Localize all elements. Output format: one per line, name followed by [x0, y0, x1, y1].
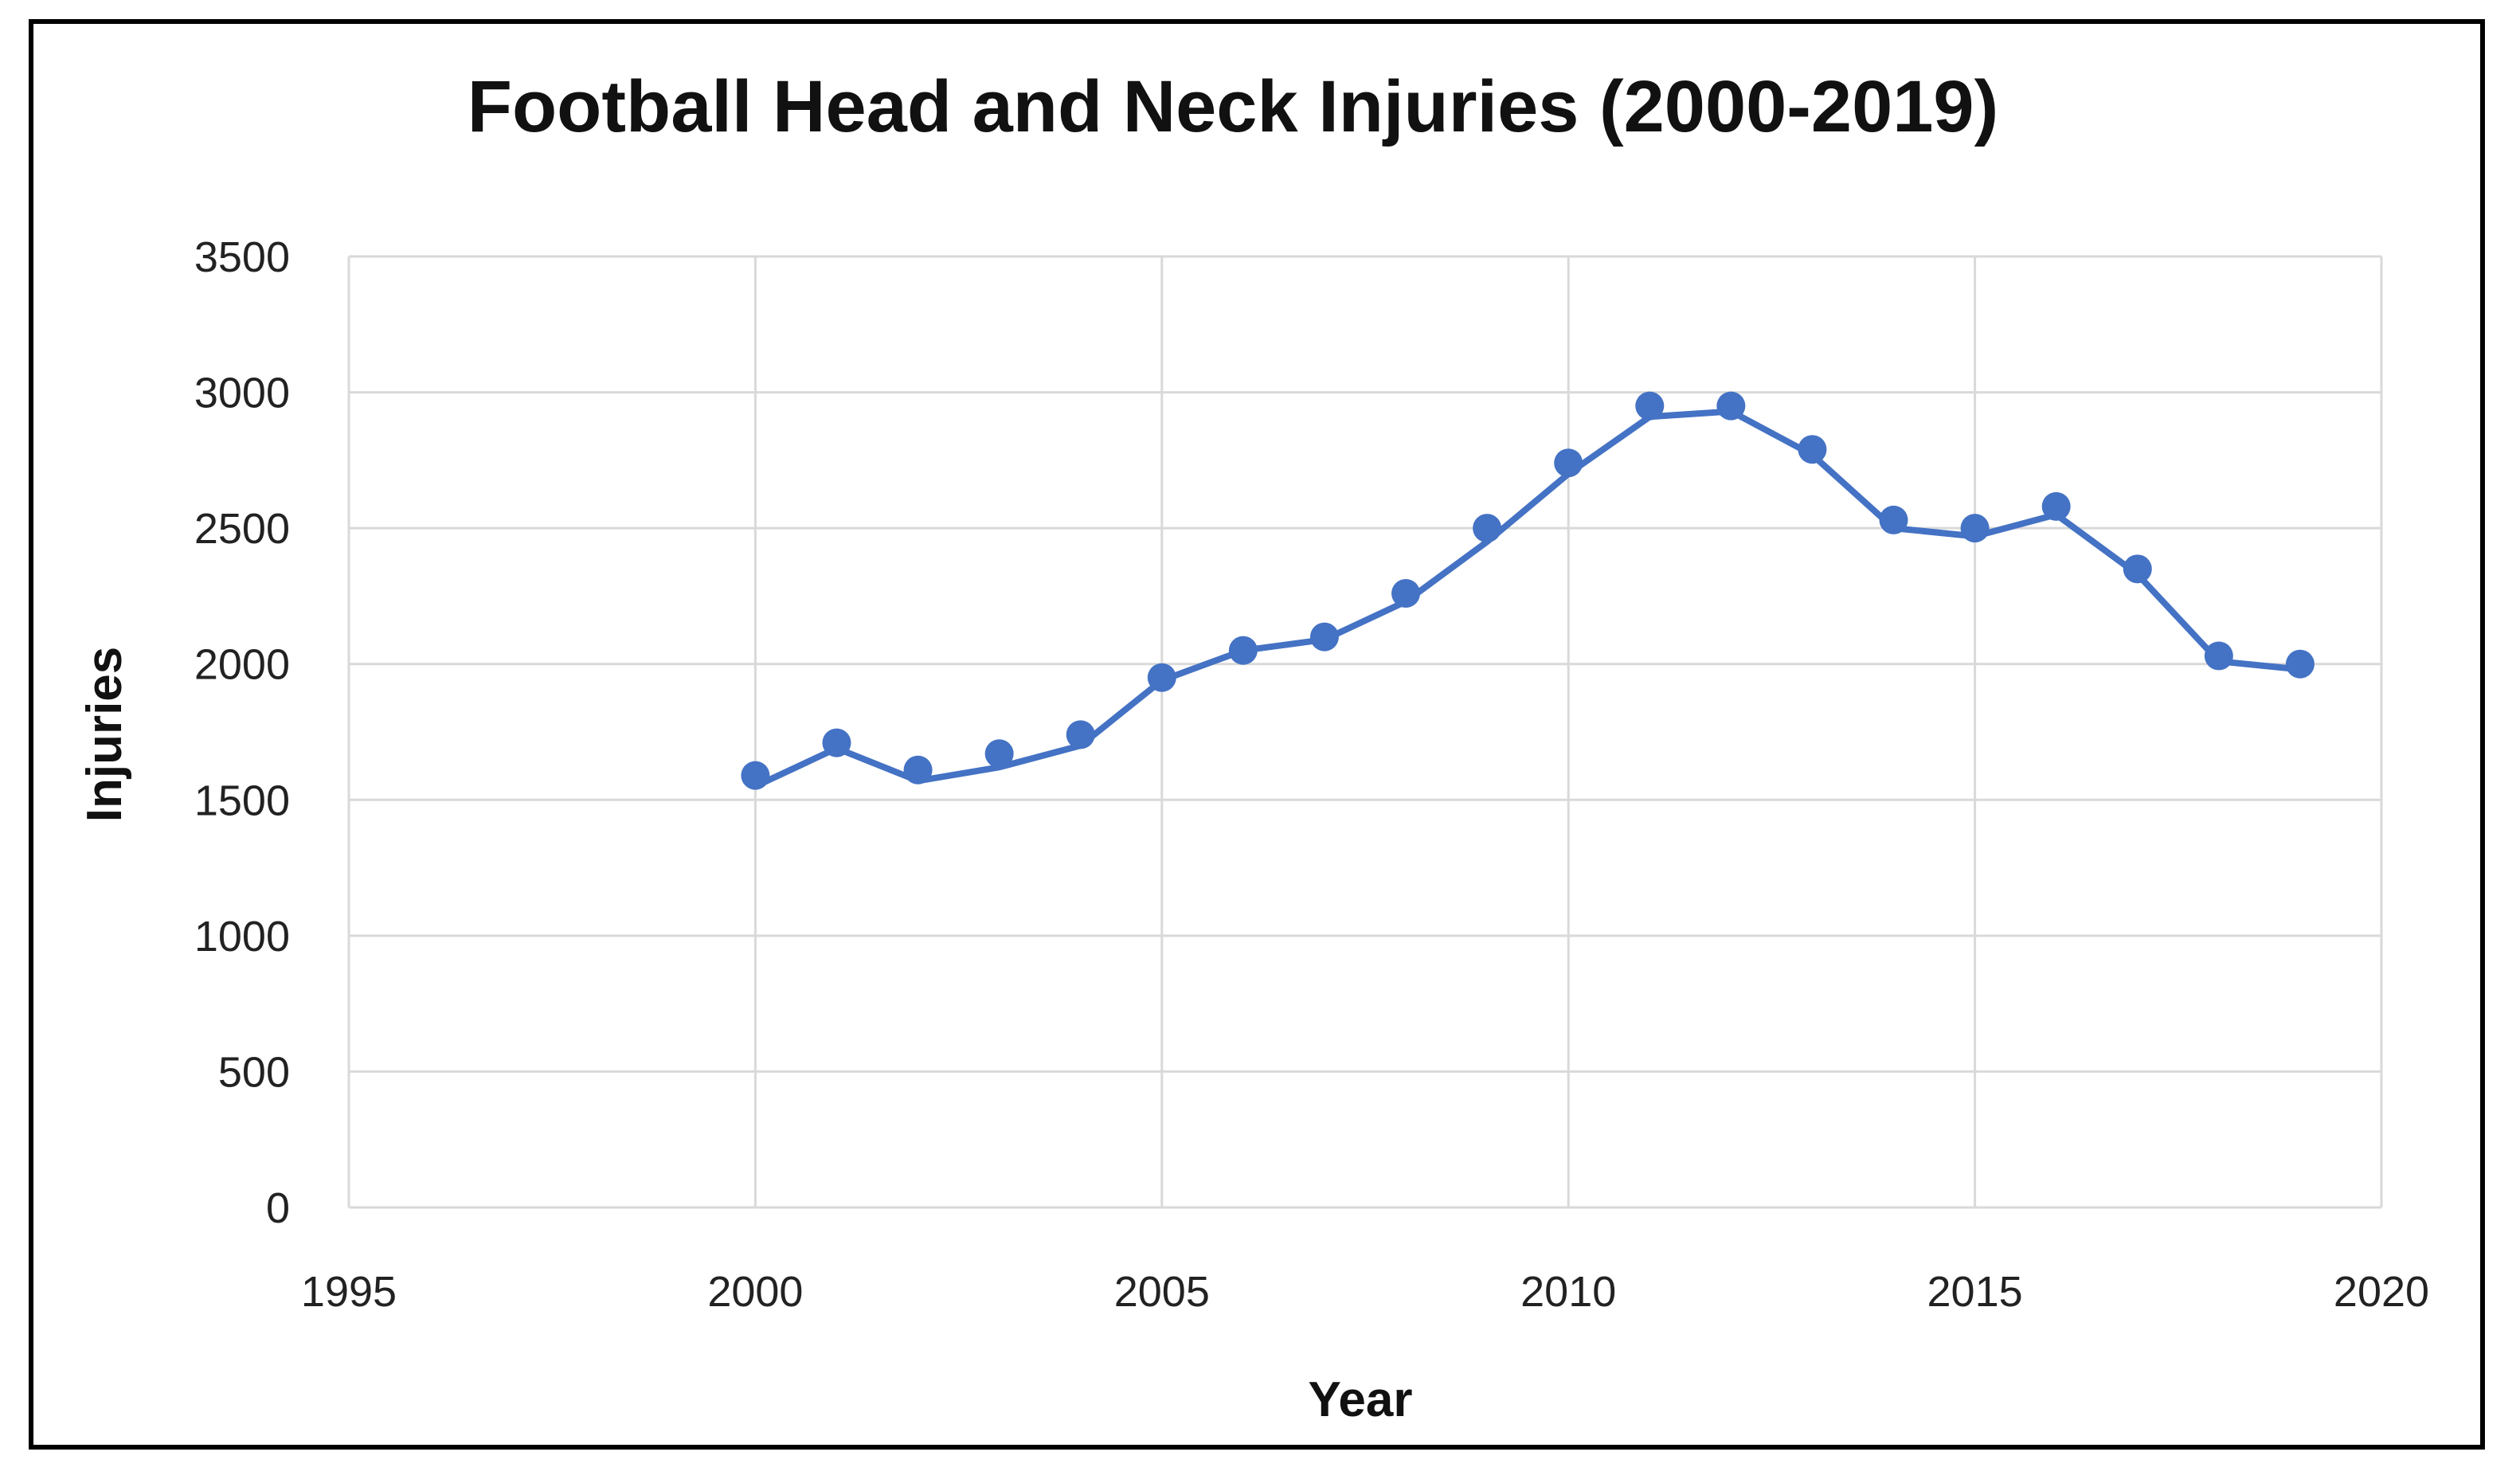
x-axis-title: Year	[1308, 1372, 1412, 1427]
x-tick-label: 2010	[1520, 1268, 1616, 1316]
y-tick-label: 0	[266, 1184, 290, 1232]
chart-title: Football Head and Neck Injuries (2000-20…	[468, 66, 1998, 147]
y-axis-ticks: 0 500 1000 1500 2000 2500 3000 3500	[194, 233, 290, 1232]
x-tick-label: 2000	[707, 1268, 803, 1316]
y-tick-label: 1000	[194, 913, 290, 961]
data-point-2002	[903, 755, 933, 785]
y-tick-label: 2000	[194, 641, 290, 689]
data-point-2019	[2285, 649, 2315, 679]
data-point-2006	[1228, 636, 1258, 665]
data-point-2008	[1391, 579, 1421, 608]
data-point-2009	[1473, 514, 1502, 543]
y-tick-label: 3500	[194, 233, 290, 281]
data-point-2005	[1147, 663, 1176, 692]
y-axis-title: Injuries	[77, 647, 132, 823]
x-tick-label: 2020	[2334, 1268, 2429, 1316]
data-point-2012	[1716, 391, 1746, 421]
data-point-2017	[2123, 554, 2152, 584]
x-tick-label: 2015	[1927, 1268, 2023, 1316]
x-tick-label: 2005	[1114, 1268, 1210, 1316]
x-tick-label: 1995	[301, 1268, 397, 1316]
y-tick-label: 1500	[194, 777, 290, 824]
data-point-2007	[1309, 622, 1339, 652]
y-tick-label: 3000	[194, 370, 290, 417]
x-axis-ticks: 1995 2000 2005 2010 2015 2020	[301, 1268, 2429, 1316]
data-point-2015	[1960, 514, 1990, 543]
grid	[347, 255, 2383, 1209]
data-point-2018	[2204, 641, 2233, 671]
y-tick-label: 500	[218, 1048, 290, 1096]
data-point-2000	[741, 761, 770, 790]
data-point-2016	[2041, 491, 2071, 521]
series-trend-line	[752, 408, 2303, 790]
data-point-2013	[1798, 435, 1827, 464]
data-point-2010	[1554, 448, 1583, 478]
y-tick-label: 2500	[194, 505, 290, 553]
series-layer	[741, 391, 2315, 790]
data-point-2011	[1635, 391, 1665, 421]
data-point-2003	[984, 739, 1014, 769]
data-point-2014	[1879, 505, 1908, 534]
data-point-2001	[822, 728, 851, 757]
data-point-2004	[1066, 720, 1095, 749]
